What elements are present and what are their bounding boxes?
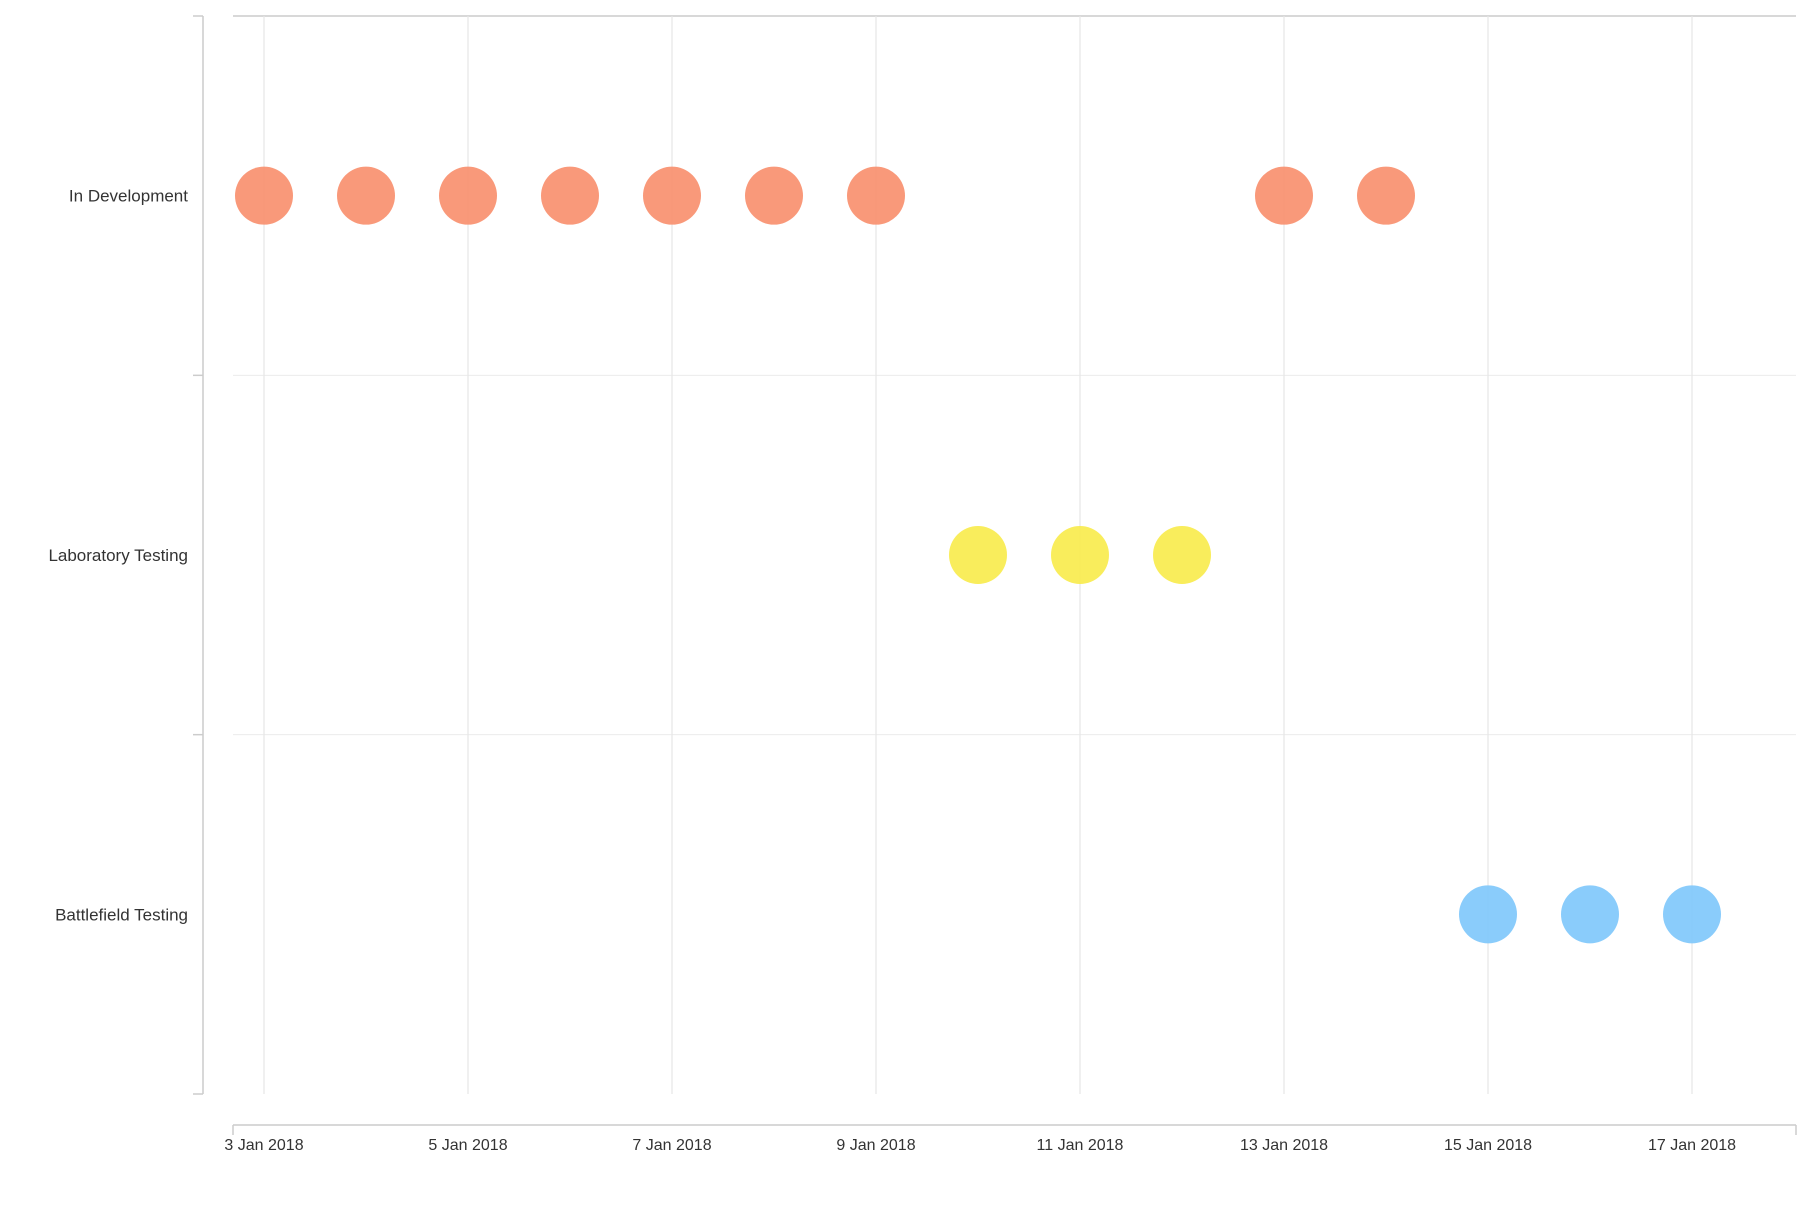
data-point bbox=[745, 166, 803, 225]
x-tick-label: 7 Jan 2018 bbox=[632, 1137, 711, 1154]
x-tick-label: 3 Jan 2018 bbox=[224, 1137, 303, 1154]
data-point bbox=[1663, 885, 1721, 944]
x-tick-label: 15 Jan 2018 bbox=[1444, 1137, 1532, 1154]
data-point bbox=[1357, 166, 1415, 225]
data-point bbox=[235, 166, 293, 225]
x-tick-label: 5 Jan 2018 bbox=[428, 1137, 507, 1154]
data-point bbox=[847, 166, 905, 225]
points-layer bbox=[235, 166, 1721, 944]
x-tick-label: 17 Jan 2018 bbox=[1648, 1137, 1736, 1154]
data-point bbox=[439, 166, 497, 225]
data-point bbox=[1051, 526, 1109, 584]
axis-layer bbox=[193, 15, 1797, 1135]
data-point bbox=[1153, 526, 1211, 584]
x-tick-label: 11 Jan 2018 bbox=[1037, 1137, 1124, 1154]
label-layer: 3 Jan 2018 5 Jan 2018 7 Jan 2018 9 Jan 2018… bbox=[48, 187, 1736, 1154]
x-tick-label: 9 Jan 2018 bbox=[836, 1137, 915, 1154]
x-tick-label: 13 Jan 2018 bbox=[1240, 1137, 1328, 1154]
data-point bbox=[337, 166, 395, 225]
data-point bbox=[1255, 166, 1313, 225]
data-point bbox=[1561, 885, 1619, 944]
data-point bbox=[1459, 885, 1517, 944]
y-category-label: In Development bbox=[69, 187, 188, 206]
data-point bbox=[643, 166, 701, 225]
y-category-label: Battlefield Testing bbox=[55, 905, 188, 924]
data-point bbox=[541, 166, 599, 225]
data-point bbox=[949, 526, 1007, 584]
y-category-label: Laboratory Testing bbox=[48, 546, 188, 565]
